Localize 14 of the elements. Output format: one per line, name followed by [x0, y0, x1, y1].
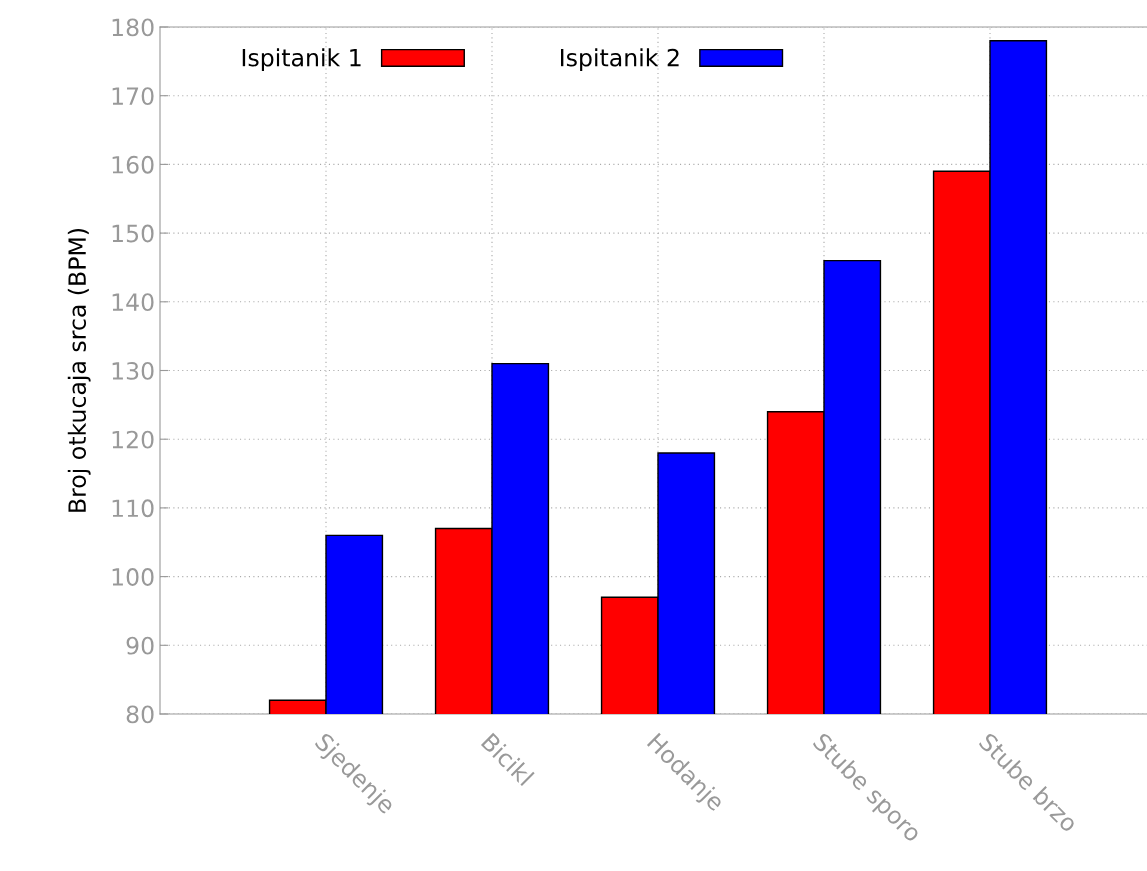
- y-axis-title: Broj otkucaja srca (BPM): [67, 228, 91, 512]
- y-tick-label: 150: [112, 224, 154, 243]
- y-tick-label: 160: [112, 155, 154, 174]
- legend-label: Ispitanik 1: [242, 48, 361, 72]
- y-tick-label: 170: [112, 87, 154, 106]
- y-tick-label: 80: [126, 705, 154, 724]
- y-tick-label: 120: [112, 430, 154, 449]
- y-tick-label: 100: [112, 568, 154, 586]
- y-tick-label: 130: [112, 361, 154, 380]
- y-tick-label: 90: [126, 636, 154, 655]
- y-tick-label: 110: [112, 499, 154, 518]
- y-tick-label: 140: [112, 293, 154, 312]
- legend-label: Ispitanik 2: [561, 48, 679, 72]
- y-tick-label: 180: [112, 18, 154, 37]
